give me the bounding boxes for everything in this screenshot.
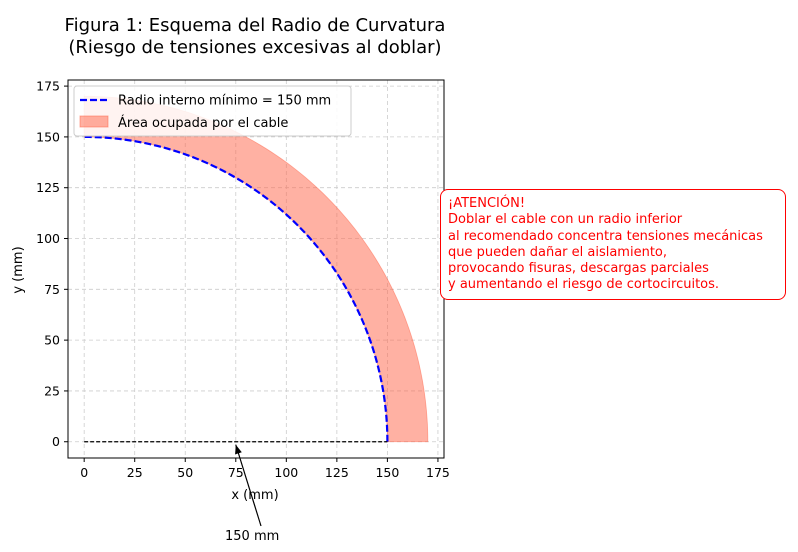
x-tick-label: 150: [375, 465, 399, 480]
x-tick-label: 75: [228, 465, 244, 480]
x-tick-label: 125: [325, 465, 349, 480]
chart-title-line1: Figura 1: Esquema del Radio de Curvatura: [65, 15, 446, 36]
legend-label: Área ocupada por el cable: [118, 115, 288, 131]
y-tick-label: 125: [36, 180, 60, 195]
warning-line: y aumentando el riesgo de cortocircuitos…: [448, 277, 720, 293]
cable-area: [83, 95, 429, 443]
x-tick-label: 50: [177, 465, 193, 480]
warning-line: Doblar el cable con un radio inferior: [448, 212, 683, 228]
legend-swatch-area: [79, 115, 109, 128]
y-tick-label: 25: [44, 383, 60, 398]
warning-line: que pueden dañar el aislamiento,: [448, 244, 668, 260]
y-tick-label: 100: [36, 231, 60, 246]
x-tick-label: 0: [80, 465, 88, 480]
annotation-arrow-head: [235, 444, 242, 455]
y-tick-label: 175: [36, 79, 60, 94]
warning-box: ¡ATENCIÓN! Doblar el cable con un radio …: [440, 189, 786, 300]
annotation-label: 150 mm: [225, 529, 280, 544]
legend-label: Radio interno mínimo = 150 mm: [118, 94, 331, 109]
y-tick-label: 0: [52, 434, 60, 449]
warning-line: al recomendado concentra tensiones mecán…: [448, 228, 763, 244]
x-tick-label: 25: [127, 465, 143, 480]
x-axis-label: x (mm): [231, 488, 278, 503]
annotation-arrow: [235, 444, 262, 527]
y-tick-label: 150: [36, 129, 60, 144]
warning-line: provocando fisuras, descargas parciales: [448, 261, 709, 277]
x-tick-label: 175: [426, 465, 450, 480]
y-tick-label: 75: [44, 282, 60, 297]
chart-title-line2: (Riesgo de tensiones excesivas al doblar…: [68, 37, 441, 58]
y-axis-label: y (mm): [11, 246, 26, 293]
warning-line: ¡ATENCIÓN!: [448, 196, 526, 211]
x-tick-label: 100: [274, 465, 298, 480]
legend-box: [73, 85, 352, 137]
y-tick-label: 50: [44, 333, 60, 348]
